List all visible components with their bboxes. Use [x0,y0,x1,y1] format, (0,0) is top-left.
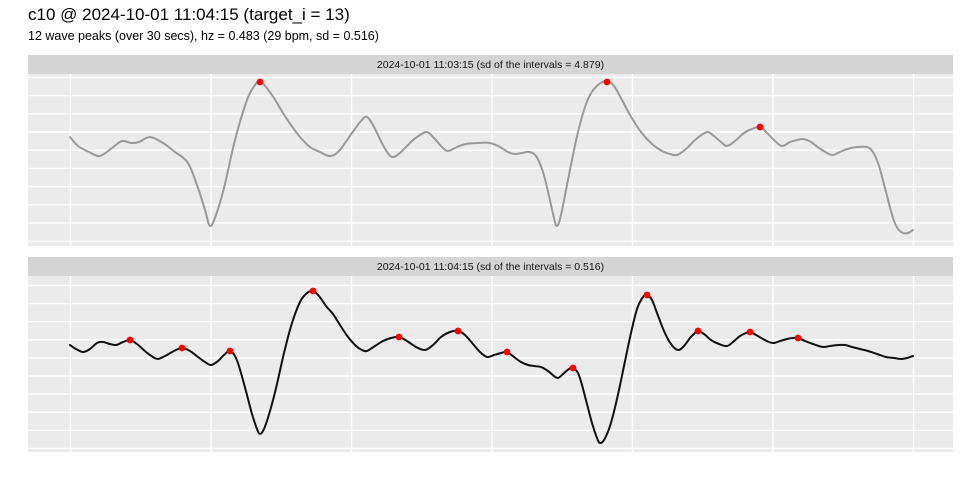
chart-title: c10 @ 2024-10-01 11:04:15 (target_i = 13… [28,5,350,24]
facet-strip-target: 2024-10-01 11:04:15 (sd of the intervals… [28,257,953,276]
facet-strip-reference-label: 2024-10-01 11:03:15 (sd of the intervals… [376,58,605,71]
facet-strip-reference: 2024-10-01 11:03:15 (sd of the intervals… [28,55,953,74]
facet-strip-target-label: 2024-10-01 11:04:15 (sd of the intervals… [376,260,605,273]
target-wave-panel [28,276,953,452]
chart-subtitle: 12 wave peaks (over 30 secs), hz = 0.483… [28,29,379,43]
reference-wave-panel [28,74,953,246]
